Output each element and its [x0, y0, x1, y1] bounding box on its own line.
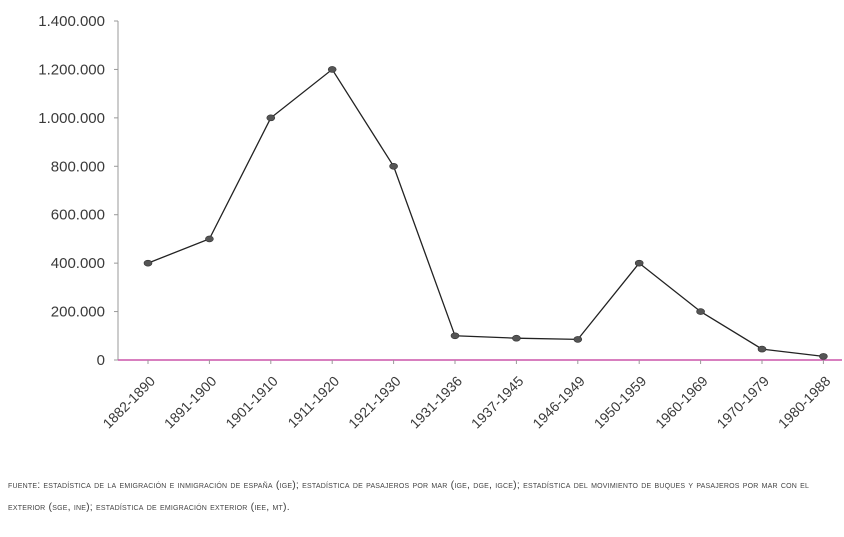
y-tick-label: 800.000 — [51, 158, 105, 175]
series-line — [147, 68, 824, 358]
data-point — [389, 162, 398, 170]
x-tick-label: 1882-1890 — [99, 373, 158, 432]
data-point — [819, 353, 828, 360]
y-tick-label: 600.000 — [51, 207, 105, 224]
x-tick-label: 1946-1949 — [529, 373, 588, 432]
data-point — [143, 259, 153, 267]
data-point — [327, 66, 337, 73]
x-tick-label: 1980-1988 — [775, 373, 834, 432]
x-tick-label: 1950-1959 — [591, 373, 650, 432]
data-point — [205, 235, 214, 243]
x-tick-label: 1931-1936 — [406, 373, 465, 432]
x-tick-label: 1901-1910 — [222, 373, 281, 432]
y-tick-label: 400.000 — [51, 255, 105, 272]
x-tick-label: 1960-1969 — [652, 373, 711, 432]
data-points — [143, 66, 828, 360]
data-point — [450, 332, 460, 340]
x-tick-label: 1937-1945 — [468, 373, 527, 432]
y-tick-label: 0 — [97, 352, 105, 369]
data-point — [573, 336, 583, 343]
y-tick-label: 1.200.000 — [38, 61, 105, 78]
x-tick-label: 1891-1900 — [161, 373, 220, 432]
data-point — [696, 308, 705, 315]
data-point — [266, 114, 276, 122]
x-axis-ticks: 1882-1890 1891-1900 1901-1910 1911-1920 1921… — [99, 360, 834, 432]
data-point — [512, 334, 521, 342]
y-tick-label: 1.400.000 — [38, 13, 105, 30]
source-note: FUENTE: ESTADÍSTICA DE LA EMIGRACIÓN E I… — [8, 479, 810, 513]
x-tick-label: 1911-1920 — [284, 373, 342, 431]
y-axis-ticks: 0 200.000 400.000 600.000 800.000 1.000.000 1.… — [38, 13, 118, 369]
data-point — [634, 259, 644, 267]
y-tick-label: 200.000 — [51, 304, 105, 321]
emigration-line-chart: 0 200.000 400.000 600.000 800.000 1.000.000 1.… — [38, 13, 842, 432]
data-point — [757, 345, 767, 353]
y-tick-label: 1.000.000 — [38, 110, 105, 127]
x-tick-label: 1921-1930 — [345, 373, 404, 432]
x-tick-label: 1970-1979 — [713, 373, 772, 432]
